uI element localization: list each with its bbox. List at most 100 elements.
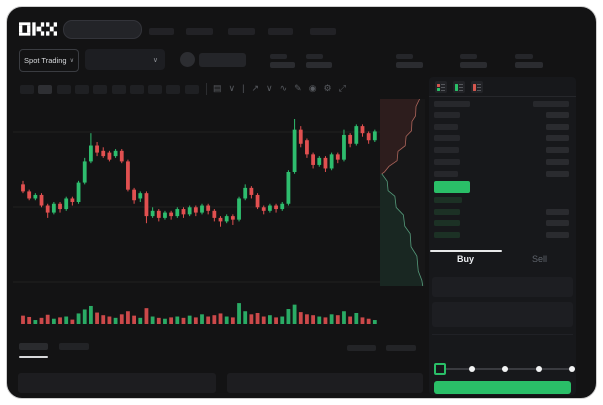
chevron-down-icon[interactable]: ∨ [228,82,236,93]
timeframe-button[interactable] [93,85,108,94]
candle[interactable] [267,205,272,211]
candle[interactable] [366,133,371,141]
timeframe-button[interactable] [166,85,181,94]
candle[interactable] [175,209,180,217]
candle[interactable] [372,131,377,141]
timeframe-button[interactable] [74,85,89,94]
candle[interactable] [193,207,198,213]
candle[interactable] [243,187,248,199]
ask-row-price[interactable] [434,112,460,118]
candle[interactable] [21,184,25,192]
percent-slider-handle[interactable] [434,363,446,375]
candle[interactable] [126,161,130,190]
candle[interactable] [64,198,69,210]
ask-row-price[interactable] [434,147,459,154]
candle[interactable] [101,150,106,157]
bottom-tab[interactable] [59,343,89,350]
candle[interactable] [317,157,322,165]
pair-selector-dropdown[interactable]: ∨ [85,49,165,70]
candle[interactable] [45,205,50,213]
candle[interactable] [261,207,266,211]
nav-item[interactable] [228,28,255,35]
candle[interactable] [280,203,285,210]
timeframe-button[interactable] [184,85,199,94]
ask-row-price[interactable] [434,170,458,177]
timeframe-button[interactable] [38,85,53,94]
candle[interactable] [329,154,334,169]
timeframe-button[interactable] [111,85,126,94]
timeframe-button[interactable] [148,85,163,94]
candle[interactable] [286,172,291,204]
candle[interactable] [82,161,87,183]
ask-row-price[interactable] [434,135,460,142]
candle[interactable] [181,209,186,215]
candle[interactable] [76,182,81,202]
candle[interactable] [311,154,316,165]
bid-row-price[interactable] [434,208,460,215]
candle[interactable] [51,203,56,213]
candle[interactable] [156,210,161,218]
candle[interactable] [33,194,38,199]
chart-type-icon[interactable]: ▤ [213,82,222,93]
asks-only-view-icon[interactable] [471,81,483,93]
timeframe-button[interactable] [20,85,34,94]
tab-sell[interactable]: Sell [531,254,547,264]
slider-stop-dot[interactable] [535,366,542,372]
candle[interactable] [342,134,346,160]
camera-icon[interactable]: ◉ [308,82,317,93]
candle[interactable] [298,129,303,144]
draw-pencil-icon[interactable]: ✎ [294,82,302,93]
timeframe-button[interactable] [56,85,71,94]
candle[interactable] [187,207,192,215]
ask-row-price[interactable] [434,123,458,130]
candle[interactable] [113,150,118,157]
ask-row-price[interactable] [434,158,460,165]
candle[interactable] [224,216,229,222]
candle[interactable] [200,205,204,213]
candle[interactable] [88,145,93,162]
candle[interactable] [70,198,75,202]
candle[interactable] [212,210,217,218]
nav-item[interactable] [149,28,174,35]
bid-row-price[interactable] [434,197,462,203]
indicators-wave-icon[interactable]: ∿ [279,82,288,93]
candle[interactable] [58,203,62,210]
candle[interactable] [95,145,99,153]
candle[interactable] [323,157,328,169]
candle[interactable] [144,193,149,217]
candle[interactable] [163,212,167,218]
candle[interactable] [27,191,32,199]
candle[interactable] [348,134,353,144]
candle[interactable] [230,216,235,220]
slider-stop-dot[interactable] [502,366,508,372]
candle[interactable] [335,154,340,160]
candle[interactable] [360,126,365,134]
candle[interactable] [107,152,112,160]
price-input[interactable] [432,277,573,297]
candle[interactable] [354,126,359,144]
candle[interactable] [206,205,211,211]
candle[interactable] [255,194,260,208]
nav-item[interactable] [310,28,336,35]
candle[interactable] [138,193,143,199]
market-type-dropdown[interactable]: Spot Trading ∨ [19,49,79,72]
timeframe-button[interactable] [129,85,144,94]
bid-row-price[interactable] [434,220,460,226]
combined-book-view-icon[interactable] [435,81,447,93]
candle[interactable] [292,129,297,172]
fullscreen-icon[interactable]: ⤢ [338,82,346,93]
candle[interactable] [274,205,278,210]
nav-item[interactable] [268,28,293,35]
slider-stop-dot[interactable] [468,366,475,372]
bottom-tab[interactable] [19,343,48,350]
amount-input[interactable] [432,302,573,327]
candle[interactable] [39,194,44,206]
nav-item[interactable] [186,28,213,35]
bids-only-view-icon[interactable] [453,81,465,93]
chevron-down-icon[interactable]: ∨ [266,82,273,93]
candle[interactable] [305,140,309,155]
okx-logo[interactable] [19,21,57,37]
candle[interactable] [169,212,174,217]
settings-gear-icon[interactable]: ⚙ [323,82,332,93]
bottom-toolbar-item[interactable] [347,345,376,351]
